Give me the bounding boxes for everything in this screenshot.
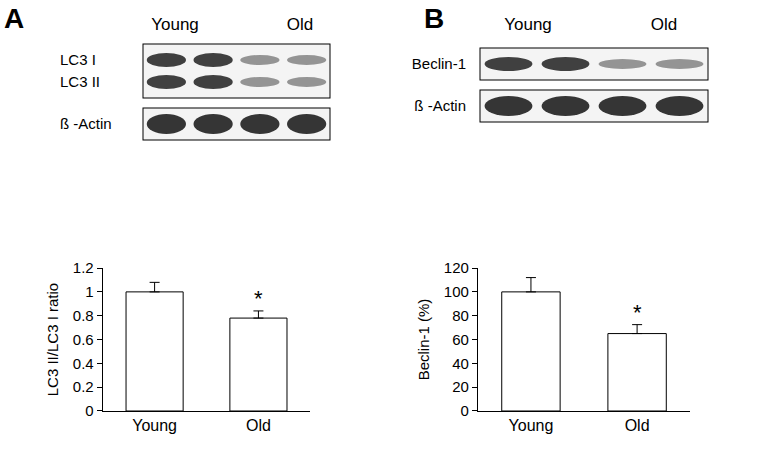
svg-text:0.2: 0.2: [73, 378, 94, 395]
svg-text:*: *: [633, 300, 642, 325]
svg-text:0: 0: [461, 402, 469, 419]
svg-text:B: B: [424, 3, 444, 34]
svg-text:Young: Young: [151, 15, 199, 34]
svg-text:0: 0: [85, 402, 93, 419]
svg-text:80: 80: [452, 307, 469, 324]
svg-text:Beclin-1: Beclin-1: [412, 55, 466, 72]
svg-text:Young: Young: [509, 417, 554, 434]
svg-text:LC3 II/LC3 I ratio: LC3 II/LC3 I ratio: [44, 283, 61, 396]
svg-text:Young: Young: [504, 15, 552, 34]
svg-text:ß -Actin: ß -Actin: [414, 97, 466, 114]
svg-text:*: *: [254, 286, 263, 311]
svg-text:120: 120: [444, 259, 469, 276]
svg-text:0.8: 0.8: [73, 307, 94, 324]
svg-text:60: 60: [452, 331, 469, 348]
svg-text:40: 40: [452, 355, 469, 372]
svg-text:A: A: [4, 3, 24, 34]
svg-text:1.2: 1.2: [73, 259, 94, 276]
svg-text:0.6: 0.6: [73, 331, 94, 348]
svg-text:Old: Old: [625, 417, 650, 434]
svg-text:Old: Old: [246, 417, 271, 434]
svg-text:LC3 II: LC3 II: [60, 73, 100, 90]
svg-text:Young: Young: [132, 417, 177, 434]
svg-text:20: 20: [452, 378, 469, 395]
svg-text:Old: Old: [651, 15, 677, 34]
svg-text:1: 1: [85, 283, 93, 300]
svg-text:0.4: 0.4: [73, 355, 94, 372]
svg-text:Old: Old: [287, 15, 313, 34]
svg-text:Beclin-1 (%): Beclin-1 (%): [415, 299, 432, 381]
svg-text:100: 100: [444, 283, 469, 300]
svg-text:ß -Actin: ß -Actin: [60, 115, 112, 132]
svg-text:LC3 I: LC3 I: [60, 51, 96, 68]
